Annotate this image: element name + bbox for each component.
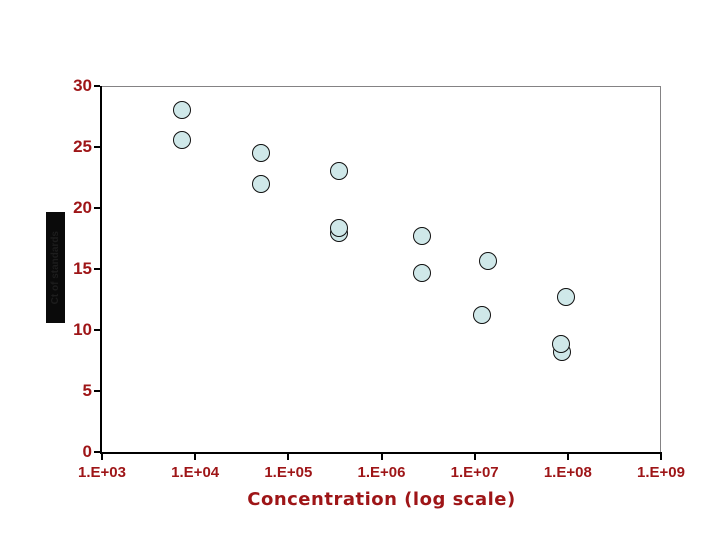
x-axis-tick bbox=[380, 454, 383, 460]
y-axis-line bbox=[100, 86, 102, 454]
x-tick-label: 1.E+08 bbox=[543, 464, 592, 481]
y-tick-label: 5 bbox=[82, 381, 92, 400]
y-tick-label: 0 bbox=[82, 442, 92, 461]
y-axis-tick bbox=[94, 268, 100, 270]
data-point-marker bbox=[479, 252, 498, 271]
x-axis-title: Concentration (log scale) bbox=[247, 489, 516, 510]
data-point-marker bbox=[252, 174, 271, 193]
x-tick-label: 1.E+05 bbox=[264, 464, 313, 481]
x-axis-line bbox=[100, 452, 662, 454]
x-axis-tick bbox=[660, 454, 662, 460]
y-tick-label: 30 bbox=[73, 76, 92, 95]
x-axis-tick bbox=[101, 454, 103, 460]
y-axis-tick bbox=[94, 146, 100, 148]
x-axis-tick bbox=[287, 454, 290, 460]
x-tick-label: 1.E+09 bbox=[637, 464, 685, 481]
data-point-marker bbox=[412, 263, 431, 282]
data-point-marker bbox=[412, 227, 431, 246]
x-axis-tick bbox=[473, 454, 476, 460]
y-axis-title-box: Ct of standards bbox=[46, 212, 65, 323]
y-axis-tick bbox=[94, 85, 100, 87]
x-axis-tick bbox=[194, 454, 197, 460]
data-point-marker bbox=[173, 130, 192, 149]
y-tick-label: 10 bbox=[73, 320, 92, 339]
x-tick-label: 1.E+03 bbox=[78, 464, 126, 481]
y-tick-label: 20 bbox=[73, 198, 92, 217]
x-tick-label: 1.E+07 bbox=[450, 464, 499, 481]
data-point-marker bbox=[173, 101, 192, 120]
data-point-marker bbox=[330, 162, 349, 181]
data-point-marker bbox=[556, 288, 575, 307]
x-axis-tick bbox=[566, 454, 569, 460]
y-axis-tick bbox=[94, 390, 100, 392]
data-point-marker bbox=[252, 144, 271, 163]
x-tick-label: 1.E+04 bbox=[171, 464, 220, 481]
y-tick-label: 15 bbox=[73, 259, 92, 278]
x-tick-label: 1.E+06 bbox=[357, 464, 406, 481]
y-axis-tick bbox=[94, 451, 100, 453]
data-point-marker bbox=[473, 306, 492, 325]
plot-area bbox=[102, 86, 661, 452]
y-tick-label: 25 bbox=[73, 137, 92, 156]
y-axis-tick bbox=[94, 207, 100, 209]
data-point-marker bbox=[552, 335, 571, 354]
y-axis-tick bbox=[94, 329, 100, 331]
data-point-marker bbox=[330, 218, 349, 237]
